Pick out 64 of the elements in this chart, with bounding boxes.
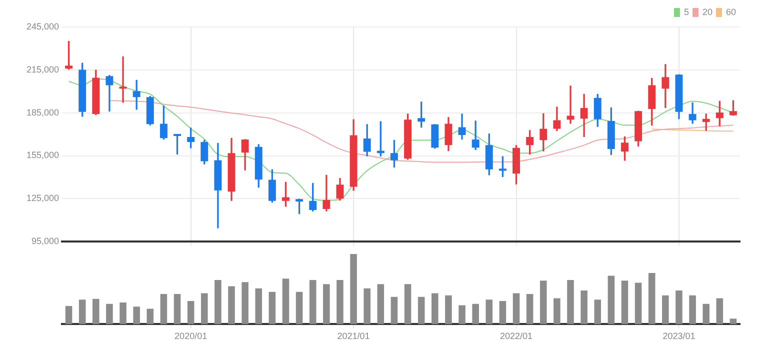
x-tick-label: 2022/01 [500, 331, 533, 342]
bar [540, 280, 547, 324]
bar [594, 300, 602, 324]
bar [268, 292, 276, 324]
bar [106, 304, 113, 324]
bar [160, 294, 168, 324]
y-tick-label: 185,000 [26, 107, 59, 118]
y-tick-label: 95,000 [31, 236, 59, 246]
y-tick-label: 155,000 [26, 150, 59, 160]
bar [350, 254, 357, 324]
x-tick-label: 2021/01 [337, 331, 370, 342]
bar [418, 296, 425, 324]
bar [526, 294, 534, 324]
bar [336, 280, 344, 324]
bar [472, 304, 479, 324]
bar [608, 276, 615, 324]
bar [621, 280, 628, 324]
bar [78, 300, 86, 324]
bar [174, 294, 181, 324]
bar [567, 280, 574, 324]
bar [296, 292, 303, 324]
bar [228, 286, 235, 324]
bar [432, 293, 438, 324]
candlestick [498, 156, 506, 177]
bar [242, 282, 248, 324]
y-tick-label: 245,000 [26, 21, 59, 32]
bar [214, 280, 222, 324]
bar [445, 295, 452, 324]
bar [730, 318, 737, 324]
bar [255, 288, 262, 324]
bar [377, 284, 384, 324]
bar [676, 290, 682, 324]
bar [187, 301, 194, 324]
x-tick-label: 2020/01 [174, 331, 208, 342]
y-tick-label: 215,000 [26, 64, 59, 74]
bar [404, 284, 412, 324]
bar [648, 272, 656, 324]
bar [499, 301, 506, 324]
bar [92, 298, 100, 324]
bar [65, 306, 72, 324]
bar [486, 300, 493, 324]
bar [364, 288, 370, 324]
bar [458, 305, 466, 324]
bar [716, 298, 724, 324]
bar [662, 295, 669, 324]
bar [580, 290, 588, 324]
bar [146, 308, 154, 324]
bar [309, 280, 316, 324]
legend-label: 5 [684, 6, 689, 17]
bar [282, 278, 290, 324]
bar [512, 293, 520, 324]
x-tick-label: 2023/01 [662, 331, 696, 342]
bar [689, 295, 696, 324]
bar [200, 293, 208, 324]
bar [702, 304, 710, 324]
bar [554, 298, 560, 324]
bar [133, 306, 140, 324]
bar [634, 282, 642, 324]
bar [120, 302, 126, 324]
bar [390, 296, 398, 324]
y-tick-label: 125,000 [26, 193, 59, 204]
legend-label: 60 [726, 6, 736, 17]
legend-label: 20 [702, 6, 712, 17]
bar [323, 284, 330, 324]
